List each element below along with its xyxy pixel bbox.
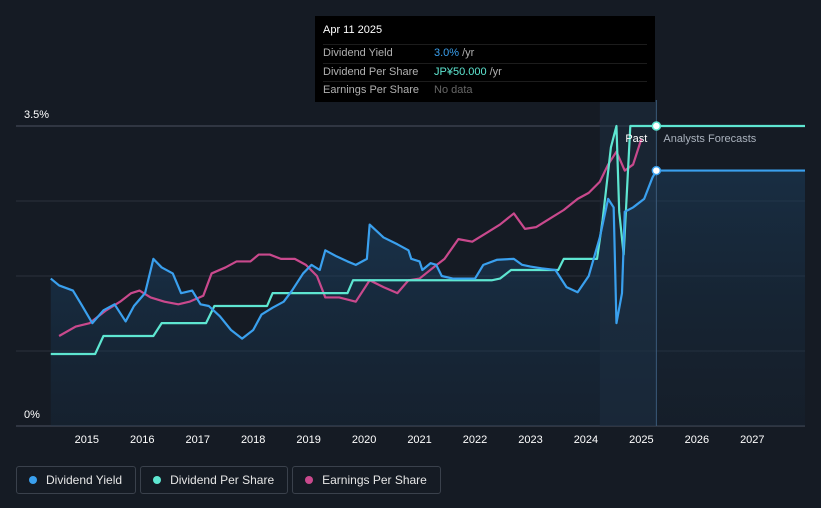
x-tick-label: 2016 bbox=[130, 434, 154, 446]
tooltip-label: Dividend Per Share bbox=[323, 65, 419, 78]
series-line-dps bbox=[50, 124, 805, 356]
x-tick-label: 2024 bbox=[574, 434, 598, 446]
x-tick-label: 2026 bbox=[685, 434, 709, 446]
series-line-yield bbox=[50, 169, 805, 340]
x-tick-label: 2020 bbox=[352, 434, 376, 446]
x-tick-label: 2017 bbox=[185, 434, 209, 446]
x-tick-label: 2015 bbox=[75, 434, 99, 446]
legend-label: Dividend Per Share bbox=[170, 473, 275, 487]
analysts-forecasts-label: Analysts Forecasts bbox=[663, 133, 756, 145]
dividend-yield-area bbox=[50, 170, 657, 426]
legend-item-dividend-yield[interactable]: Dividend Yield bbox=[16, 466, 137, 494]
dividend-per-share-marker bbox=[651, 121, 662, 131]
legend-item-dividend-per-share[interactable]: Dividend Per Share bbox=[140, 466, 289, 494]
tooltip-label: Earnings Per Share bbox=[323, 84, 419, 96]
tooltip-unit: /yr bbox=[489, 65, 502, 78]
tooltip-row-dividend-yield: Dividend Yield 3.0% /yr bbox=[323, 44, 647, 63]
y-axis-label-bottom: 0% bbox=[24, 409, 40, 421]
tooltip-date: Apr 11 2025 bbox=[323, 24, 383, 36]
legend-dot-icon bbox=[153, 476, 162, 484]
tooltip-unit: /yr bbox=[462, 47, 475, 59]
series-line-eps bbox=[58, 138, 643, 337]
x-tick-label: 2027 bbox=[740, 434, 764, 446]
legend-label: Dividend Yield bbox=[46, 473, 123, 487]
tooltip-label: Dividend Yield bbox=[323, 47, 393, 59]
forecast-area bbox=[656, 170, 805, 426]
y-axis-label-top: 3.5% bbox=[24, 109, 49, 121]
x-tick-label: 2018 bbox=[241, 434, 265, 446]
x-tick-label: 2021 bbox=[407, 434, 431, 446]
x-tick-label: 2019 bbox=[296, 434, 320, 446]
tooltip-row-dividend-per-share: Dividend Per Share JP¥50.000 /yr bbox=[323, 62, 647, 82]
legend-dot-icon bbox=[305, 476, 314, 484]
past-label: Past bbox=[625, 133, 647, 145]
tooltip-row-earnings-per-share: Earnings Per Share No data bbox=[323, 81, 647, 100]
legend-label: Earnings Per Share bbox=[322, 473, 427, 487]
x-tick-label: 2022 bbox=[463, 434, 487, 446]
x-tick-label: 2023 bbox=[518, 434, 542, 446]
dividend-yield-marker bbox=[651, 165, 662, 176]
tooltip-panel: Apr 11 2025 Dividend Yield 3.0% /yr Divi… bbox=[315, 16, 655, 102]
legend-dot-icon bbox=[29, 476, 37, 484]
tooltip-value: 3.0% bbox=[434, 47, 460, 59]
tooltip-value: No data bbox=[434, 84, 473, 96]
x-tick-label: 2025 bbox=[629, 434, 653, 446]
tooltip-value: JP¥50.000 bbox=[434, 65, 487, 78]
legend-item-earnings-per-share[interactable]: Earnings Per Share bbox=[292, 466, 441, 494]
chart-legend: Dividend Yield Dividend Per Share Earnin… bbox=[16, 466, 441, 494]
